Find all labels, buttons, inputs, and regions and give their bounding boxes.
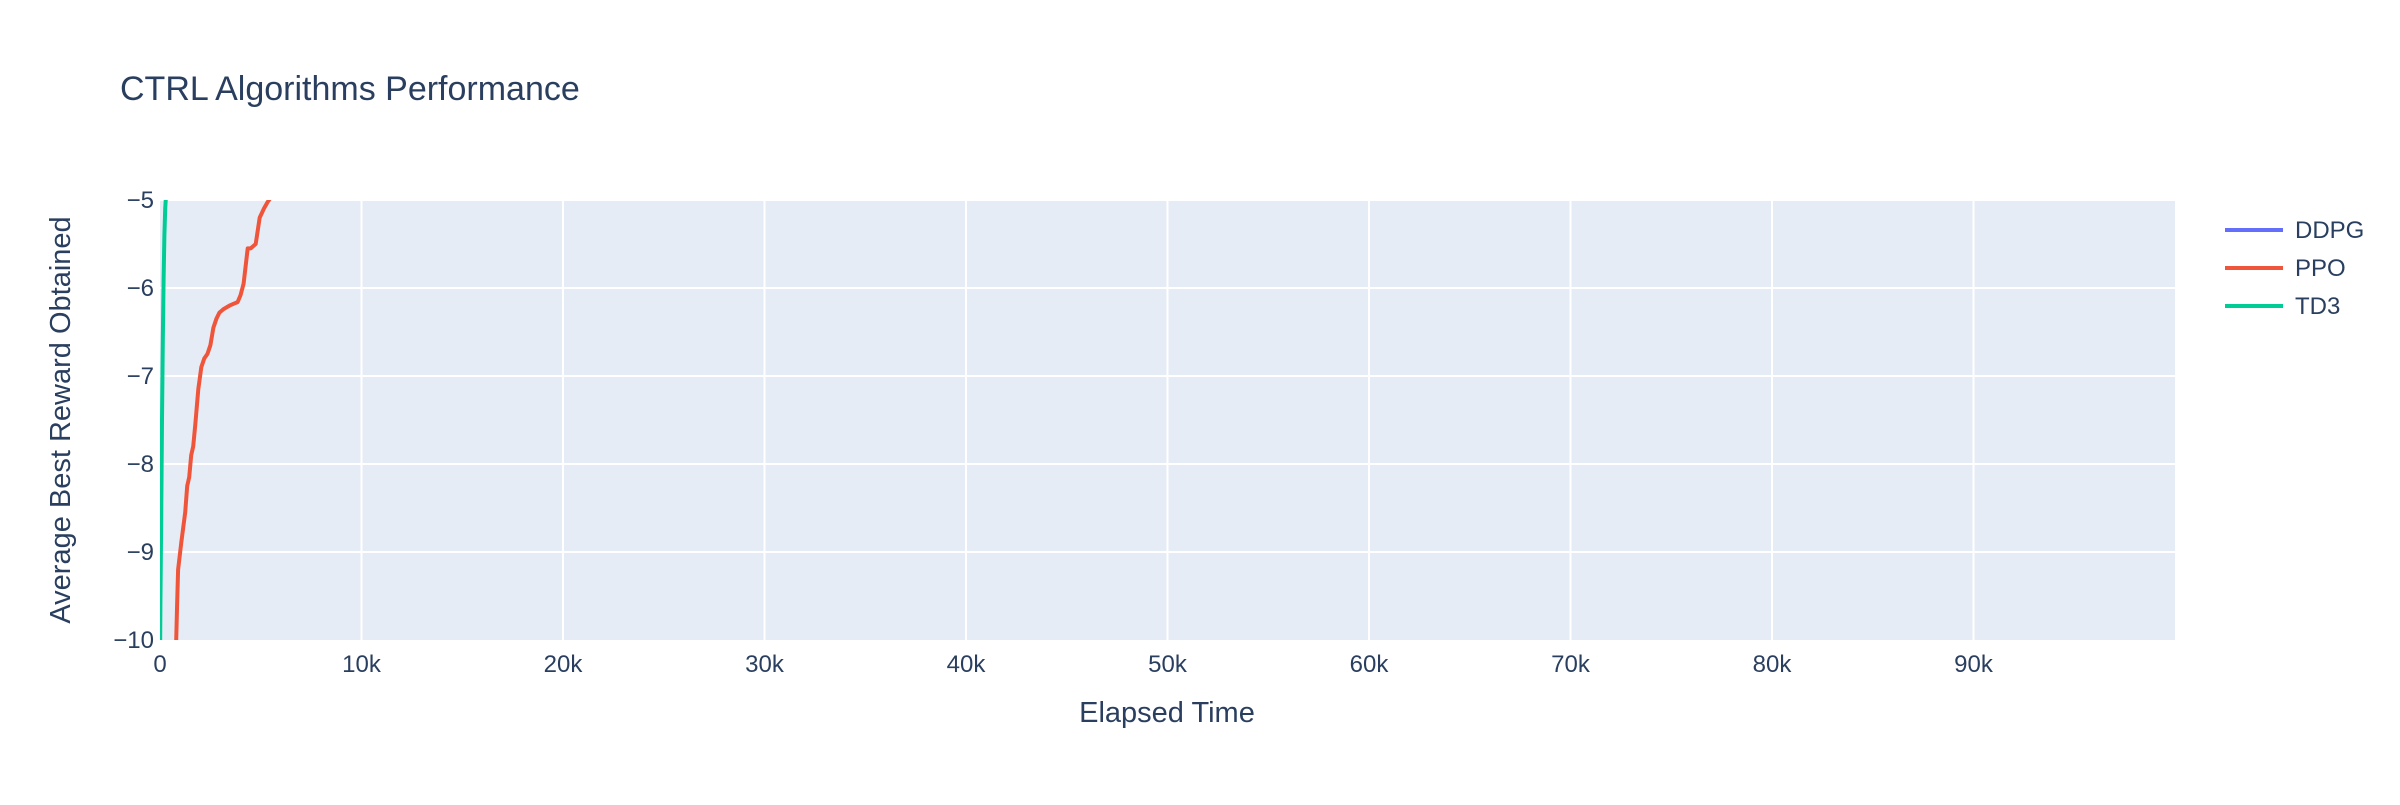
x-tick-label: 20k — [544, 651, 584, 678]
legend-item-td3[interactable]: TD3 — [2225, 293, 2340, 320]
x-tick-label: 10k — [342, 651, 382, 678]
legend-item-ppo[interactable]: PPO — [2225, 255, 2346, 282]
y-axis-ticks: −10 −9 −8 −7 −6 −5 — [113, 187, 154, 654]
legend: DDPG PPO TD3 — [2225, 217, 2364, 320]
x-tick-label: 80k — [1753, 651, 1793, 678]
x-tick-label: 60k — [1350, 651, 1390, 678]
x-tick-label: 40k — [947, 651, 987, 678]
x-tick-label: 50k — [1148, 651, 1188, 678]
x-axis-ticks: 0 10k 20k 30k 40k 50k 60k 70k 80k 90k — [153, 651, 1994, 678]
y-tick-label: −5 — [127, 187, 154, 214]
x-axis-title: Elapsed Time — [1079, 697, 1255, 729]
gridlines — [160, 199, 2175, 640]
legend-label: TD3 — [2295, 293, 2340, 320]
y-tick-label: −7 — [127, 363, 154, 390]
traces — [160, 182, 273, 666]
y-tick-label: −10 — [113, 627, 154, 654]
y-tick-label: −9 — [127, 539, 154, 566]
chart-title: CTRL Algorithms Performance — [120, 70, 580, 108]
x-tick-label: 70k — [1551, 651, 1591, 678]
y-axis-title: Average Best Reward Obtained — [45, 216, 77, 623]
series-line-ppo[interactable] — [174, 196, 273, 645]
y-tick-label: −8 — [127, 451, 154, 478]
legend-item-ddpg[interactable]: DDPG — [2225, 217, 2364, 244]
y-tick-label: −6 — [127, 275, 154, 302]
x-tick-label: 30k — [745, 651, 785, 678]
x-tick-label: 0 — [153, 651, 166, 678]
legend-label: PPO — [2295, 255, 2346, 282]
legend-label: DDPG — [2295, 217, 2364, 244]
x-tick-label: 90k — [1954, 651, 1994, 678]
series-line-td3[interactable] — [160, 182, 168, 666]
